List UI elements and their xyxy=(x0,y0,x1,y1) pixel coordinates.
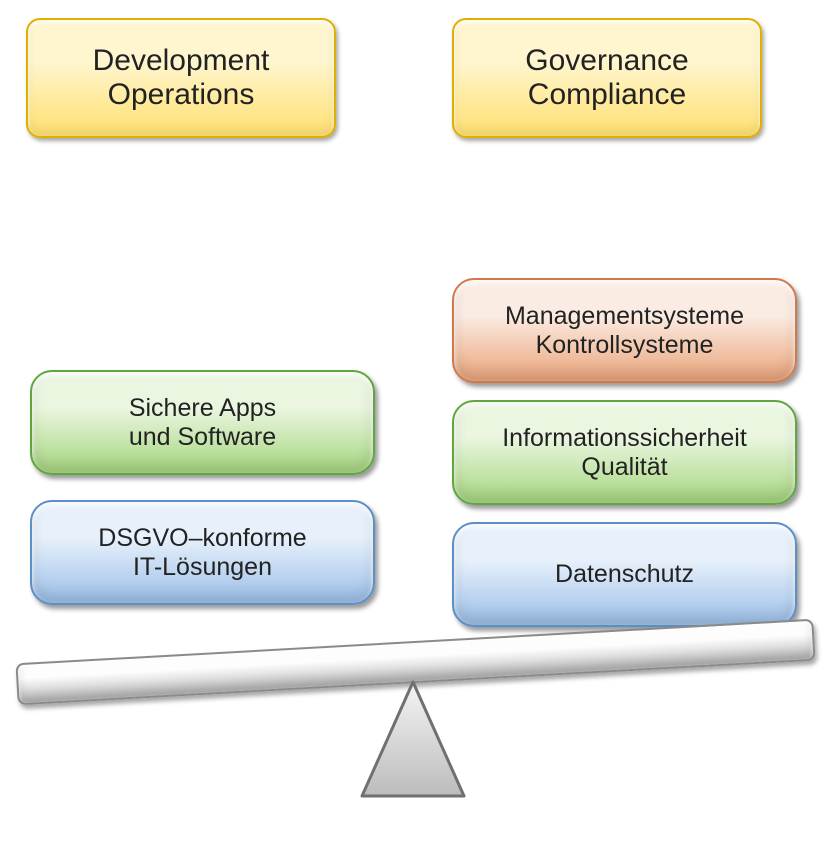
right-stack-text-infosec: Informationssicherheit Qualität xyxy=(502,424,747,482)
left-stack-box-apps: Sichere Apps und Software xyxy=(30,370,375,475)
header-text-devops: Development Operations xyxy=(93,44,270,113)
right-stack-text-management: Managementsysteme Kontrollsysteme xyxy=(505,302,744,360)
balance-diagram: Development Operations Governance Compli… xyxy=(0,0,827,865)
left-stack-text-dsgvo: DSGVO–konforme IT-Lösungen xyxy=(98,524,306,582)
header-box-governance: Governance Compliance xyxy=(452,18,762,138)
header-text-governance: Governance Compliance xyxy=(525,44,688,113)
header-box-devops: Development Operations xyxy=(26,18,336,138)
seesaw-fulcrum-icon xyxy=(358,680,468,800)
right-stack-text-datenschutz: Datenschutz xyxy=(555,560,694,589)
left-stack-box-dsgvo: DSGVO–konforme IT-Lösungen xyxy=(30,500,375,605)
right-stack-box-datenschutz: Datenschutz xyxy=(452,522,797,627)
right-stack-box-management: Managementsysteme Kontrollsysteme xyxy=(452,278,797,383)
right-stack-box-infosec: Informationssicherheit Qualität xyxy=(452,400,797,505)
left-stack-text-apps: Sichere Apps und Software xyxy=(129,394,276,452)
